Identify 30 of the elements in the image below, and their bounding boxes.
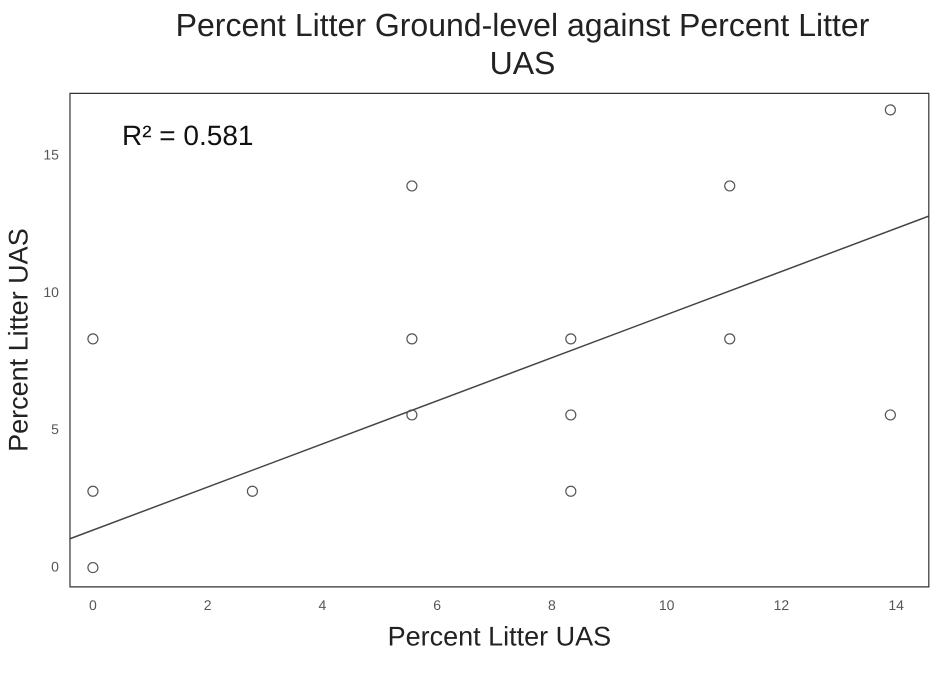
point: [724, 333, 736, 344]
x-tick-label: 12: [774, 597, 790, 614]
point: [565, 333, 576, 344]
x-tick-label: 8: [548, 597, 556, 614]
point: [724, 180, 736, 192]
point: [87, 333, 99, 344]
point: [565, 409, 576, 421]
point: [884, 409, 896, 421]
y-tick-label: 0: [51, 558, 60, 574]
x-tick-label: 6: [433, 597, 442, 614]
y-tick-label: 5: [51, 421, 60, 438]
point: [565, 486, 576, 497]
point: [406, 409, 418, 421]
point: [406, 333, 418, 344]
y-axis-title: Percent Litter UAS: [4, 228, 34, 452]
y-tick-label: 10: [43, 284, 60, 300]
x-tick-label: 0: [89, 597, 98, 614]
point: [246, 486, 258, 497]
x-axis-title: Percent Litter UAS: [388, 621, 612, 652]
point: [406, 180, 418, 192]
y-tick-label: 15: [43, 146, 60, 163]
point: [87, 562, 99, 574]
point: [87, 486, 99, 497]
annotation: R² = 0.581: [122, 120, 254, 152]
x-tick-label: 14: [888, 597, 904, 614]
x-tick-label: 10: [658, 597, 675, 614]
point: [884, 104, 896, 116]
chart-title: Percent Litter Ground-level against Percent Litter UAS: [174, 6, 870, 82]
x-tick-label: 2: [204, 597, 212, 614]
x-tick-label: 4: [318, 597, 326, 614]
